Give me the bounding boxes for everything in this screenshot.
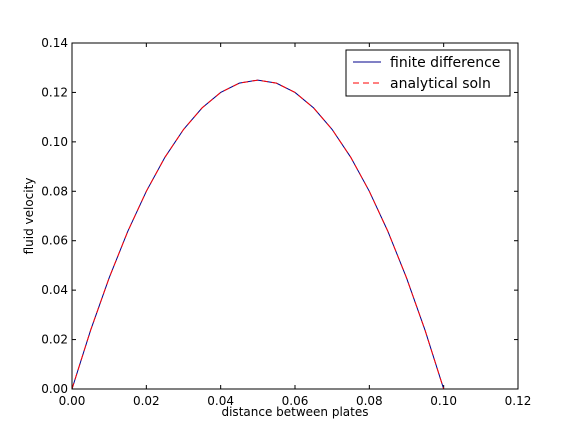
legend-label: finite difference [390,55,500,71]
y-tick-label: 0.04 [41,283,68,297]
x-axis-label: distance between plates [221,405,368,419]
series-layer [71,79,445,390]
y-axis-ticks: 0.00 0.02 0.04 0.06 0.08 0.10 0.12 0.14 [41,36,518,396]
legend-entries: finite difference analytical soln [353,55,500,92]
y-tick-label: 0.00 [41,382,68,396]
y-tick-label: 0.02 [41,333,68,347]
y-tick-label: 0.14 [41,36,68,50]
series-line-analytical-soln [71,79,445,390]
x-tick-label: 0.06 [282,394,309,408]
y-tick-label: 0.10 [41,135,68,149]
x-tick-label: 0.02 [133,394,160,408]
x-axis-ticks: 0.00 0.02 0.04 0.06 0.08 0.10 0.12 [59,43,532,408]
x-tick-label: 0.12 [505,394,532,408]
y-axis-label: fluid velocity [22,178,36,255]
x-tick-label: 0.10 [430,394,457,408]
y-tick-label: 0.08 [41,184,68,198]
x-tick-label: 0.08 [356,394,383,408]
plot-area-frame [71,42,519,390]
x-tick-label: 0.00 [59,394,86,408]
legend: finite difference analytical soln [345,49,511,97]
x-tick-label: 0.04 [207,394,234,408]
legend-box [345,49,511,97]
y-tick-label: 0.06 [41,234,68,248]
y-tick-label: 0.12 [41,85,68,99]
legend-label: analytical soln [390,76,491,92]
